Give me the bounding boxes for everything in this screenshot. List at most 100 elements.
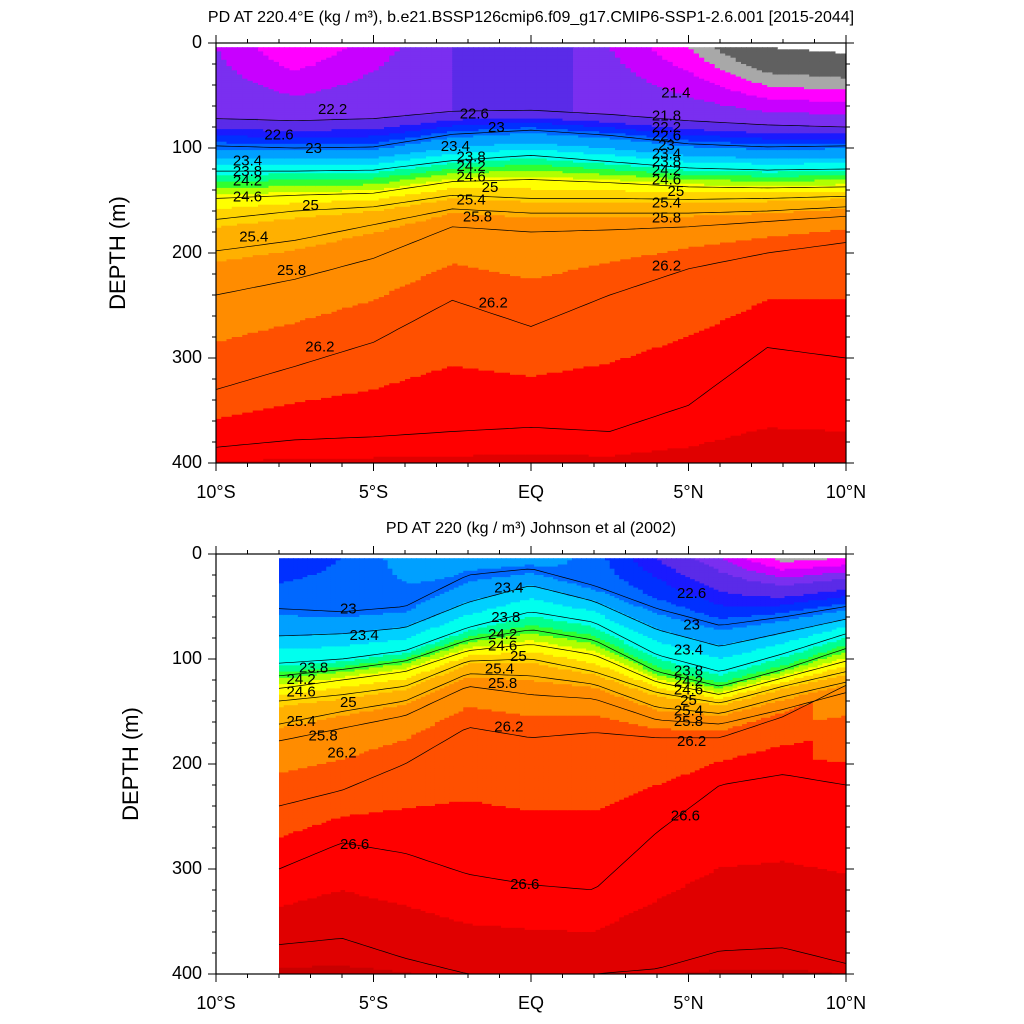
- density-cell: [252, 110, 259, 113]
- density-cell: [268, 101, 275, 105]
- density-cell: [252, 387, 259, 391]
- density-cell: [279, 320, 285, 323]
- density-cell: [284, 425, 291, 428]
- density-cell: [263, 397, 270, 401]
- density-cell: [284, 292, 291, 296]
- density-cell: [279, 385, 285, 388]
- density-cell: [258, 139, 264, 143]
- density-cell: [226, 253, 233, 256]
- density-cell: [273, 122, 280, 126]
- density-cell: [231, 215, 238, 218]
- density-cell: [268, 124, 275, 128]
- density-cell: [263, 122, 270, 126]
- density-cell: [279, 129, 285, 132]
- density-cell: [263, 295, 270, 298]
- density-cell: [289, 227, 296, 231]
- density-cell: [247, 278, 254, 281]
- density-cell: [216, 223, 222, 227]
- density-cell: [273, 66, 280, 69]
- density-cell: [226, 66, 233, 69]
- density-cell: [231, 439, 238, 443]
- density-cell: [231, 181, 238, 185]
- density-cell: [226, 99, 233, 103]
- density-cell: [242, 355, 249, 359]
- density-cell: [279, 406, 285, 409]
- density-cell: [268, 414, 275, 418]
- density-cell: [242, 202, 249, 206]
- density-cell: [258, 206, 264, 210]
- density-cell: [273, 181, 280, 185]
- density-cell: [273, 148, 280, 151]
- density-cell: [237, 332, 243, 336]
- density-cell: [252, 276, 259, 279]
- density-cell: [252, 89, 259, 92]
- density-cell: [221, 353, 228, 357]
- density-cell: [284, 393, 291, 397]
- density-cell: [268, 400, 275, 403]
- density-cell: [284, 460, 291, 463]
- density-cell: [258, 307, 264, 311]
- density-cell: [258, 74, 264, 78]
- density-cell: [252, 97, 259, 101]
- density-cell: [273, 320, 280, 323]
- density-cell: [263, 198, 270, 202]
- density-cell: [258, 318, 264, 321]
- density-cell: [268, 454, 275, 458]
- density-cell: [263, 61, 270, 65]
- density-cell: [258, 366, 264, 370]
- density-cell: [252, 297, 259, 300]
- density-cell: [242, 324, 249, 328]
- density-cell: [237, 397, 243, 401]
- density-cell: [231, 320, 238, 323]
- density-cell: [226, 366, 233, 370]
- density-cell: [242, 246, 249, 250]
- density-cell: [242, 442, 249, 445]
- density-cell: [231, 414, 238, 418]
- density-cell: [231, 103, 238, 107]
- density-cell: [216, 57, 222, 61]
- density-cell: [252, 265, 259, 269]
- density-cell: [289, 57, 296, 61]
- density-cell: [289, 99, 296, 103]
- density-cell: [289, 366, 296, 370]
- density-cell: [279, 66, 285, 69]
- density-cell: [242, 381, 249, 384]
- density-cell: [294, 255, 301, 258]
- density-cell: [242, 406, 249, 409]
- density-cell: [231, 263, 238, 267]
- density-cell: [294, 248, 301, 252]
- density-cell: [221, 99, 228, 103]
- density-cell: [300, 227, 306, 231]
- density-cell: [216, 290, 222, 294]
- density-cell: [279, 246, 285, 250]
- density-cell: [247, 454, 254, 458]
- density-cell: [237, 307, 243, 311]
- density-cell: [273, 204, 280, 208]
- density-cell: [242, 156, 249, 160]
- density-cell: [237, 139, 243, 143]
- density-cell: [226, 313, 233, 317]
- density-cell: [263, 276, 270, 279]
- density-cell: [221, 101, 228, 105]
- density-cell: [268, 232, 275, 235]
- density-cell: [247, 431, 254, 435]
- density-cell: [231, 372, 238, 376]
- density-cell: [221, 164, 228, 168]
- density-cell: [221, 181, 228, 185]
- density-cell: [294, 345, 301, 349]
- density-cell: [284, 213, 291, 216]
- density-cell: [237, 145, 243, 149]
- density-cell: [284, 301, 291, 304]
- density-cell: [289, 160, 296, 164]
- density-cell: [221, 213, 228, 216]
- density-cell: [226, 70, 233, 73]
- density-cell: [247, 204, 254, 208]
- density-cell: [268, 328, 275, 332]
- density-cell: [221, 187, 228, 191]
- density-cell: [294, 127, 301, 130]
- density-cell: [242, 278, 249, 281]
- density-cell: [221, 202, 228, 206]
- density-cell: [268, 213, 275, 216]
- density-cell: [221, 326, 228, 330]
- density-cell: [252, 215, 259, 218]
